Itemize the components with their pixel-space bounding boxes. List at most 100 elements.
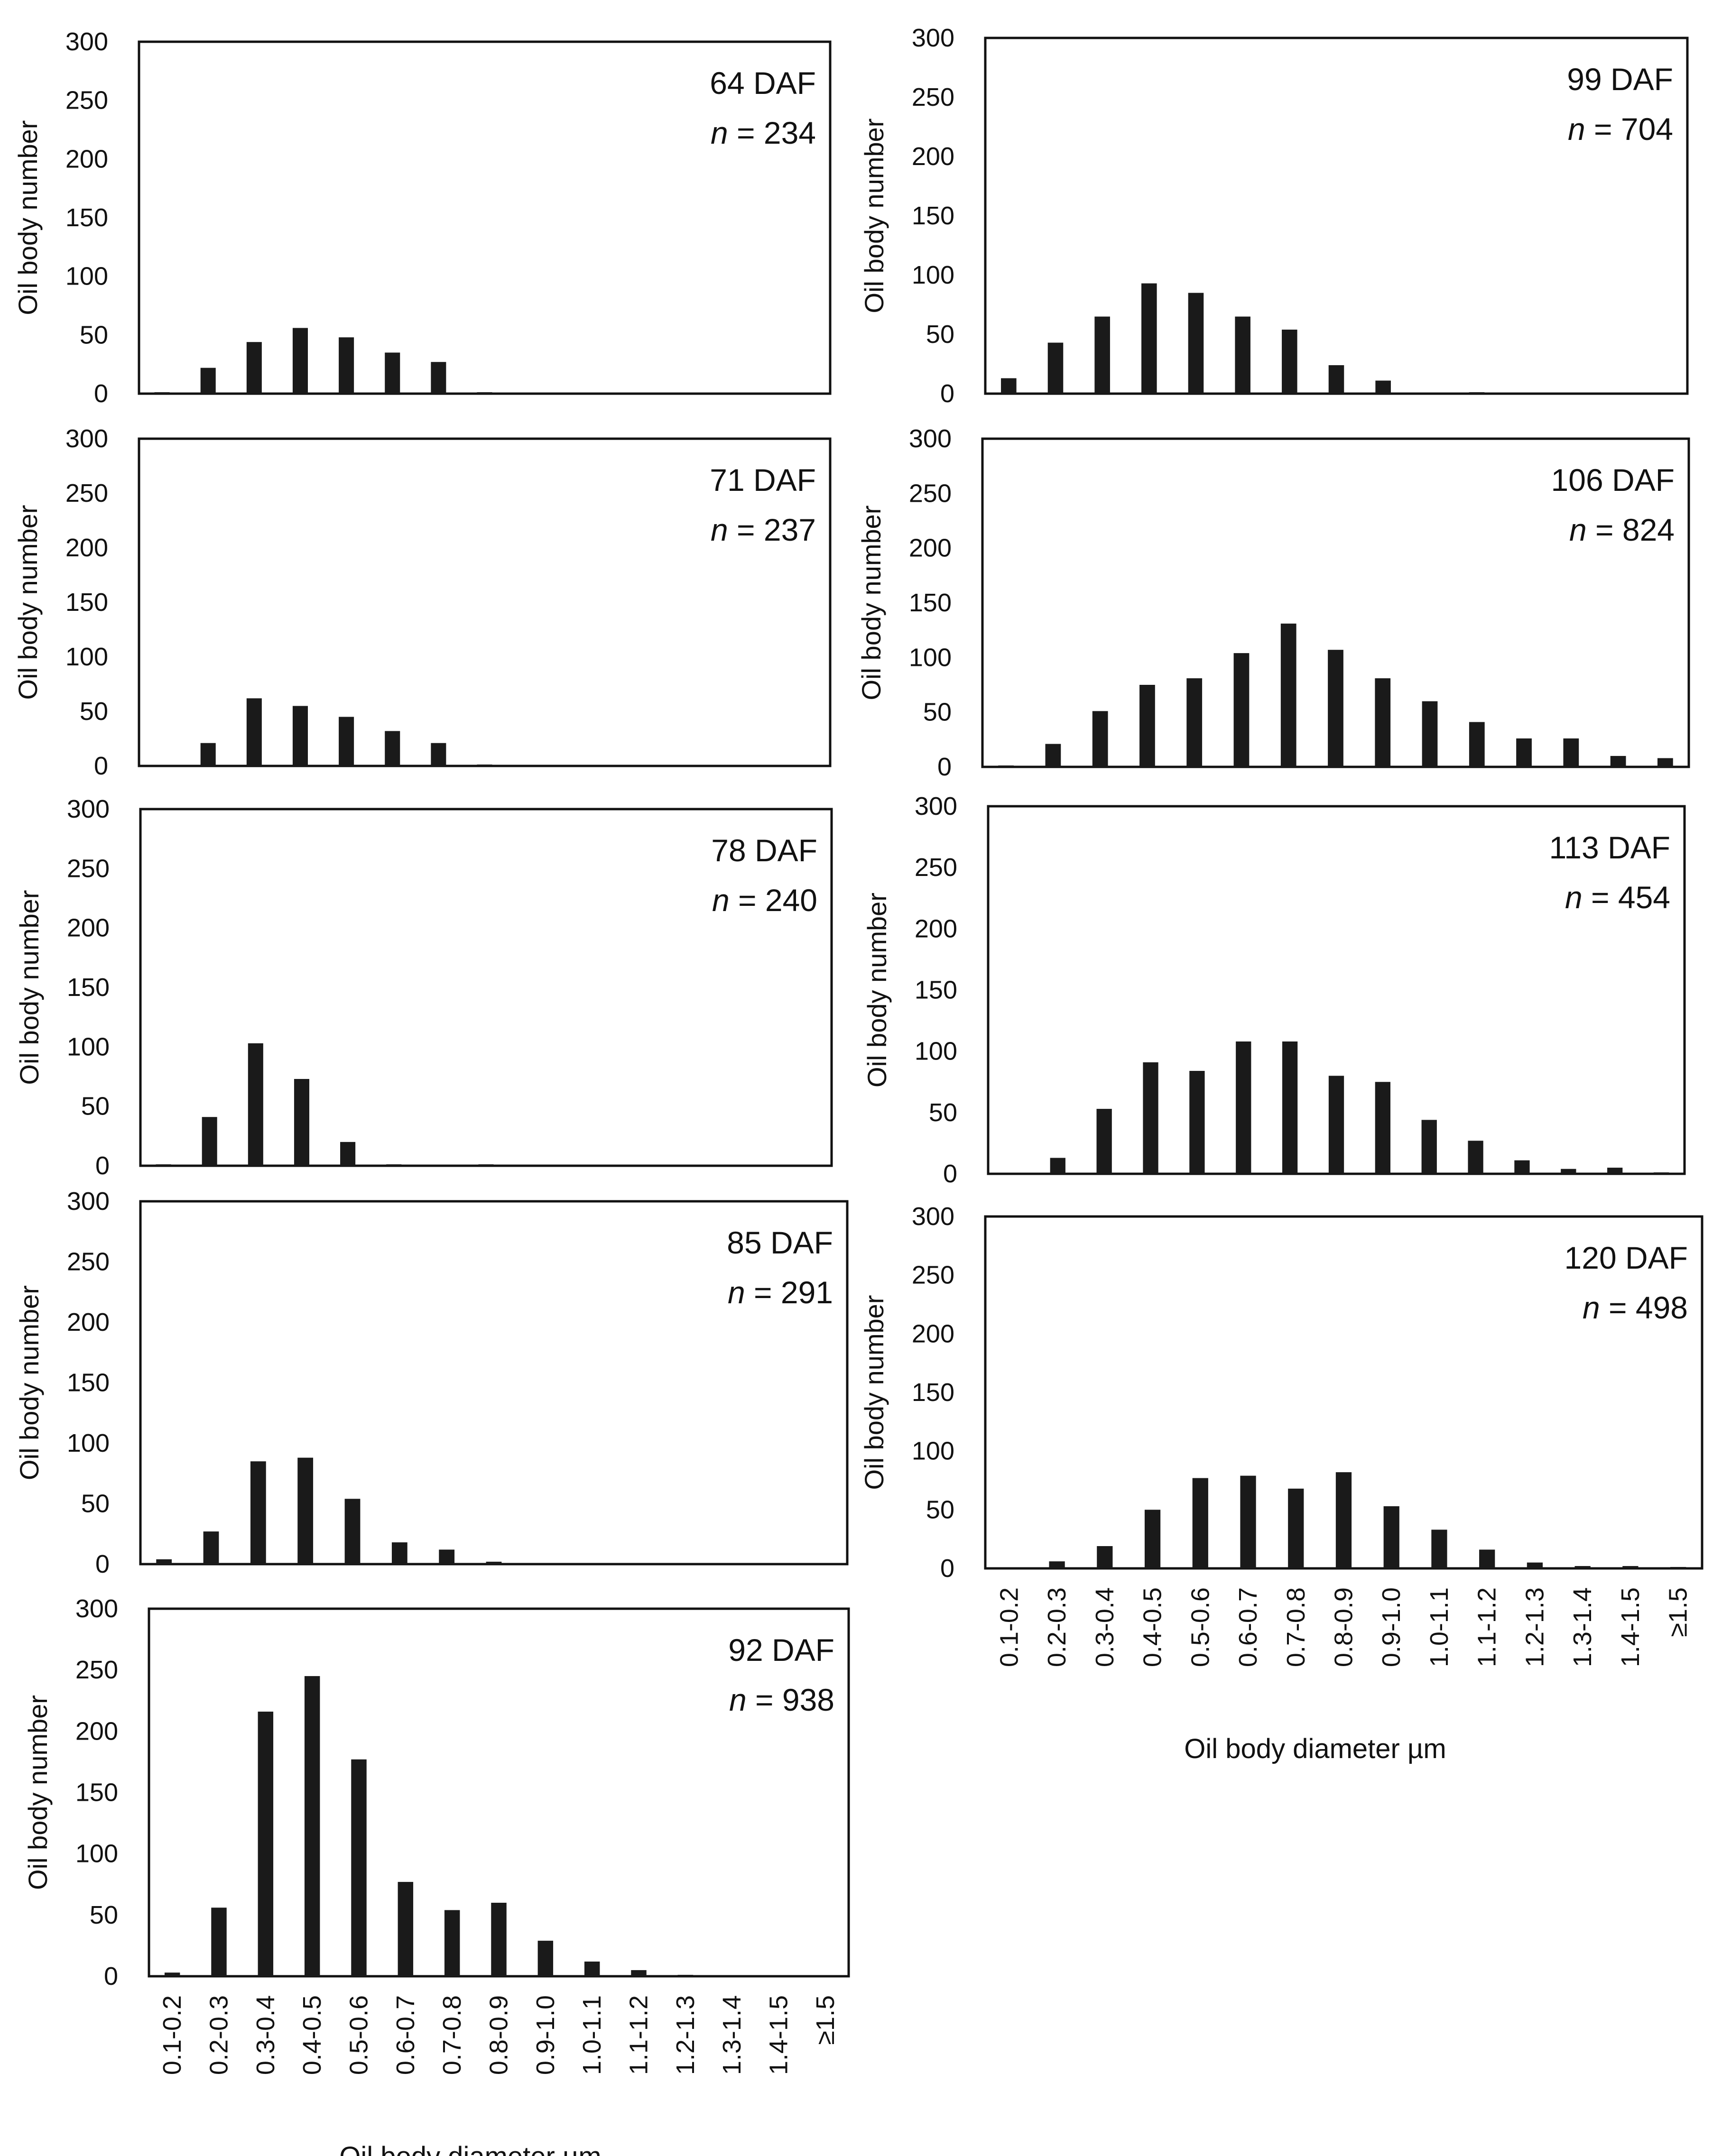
- sample-size-label: n = 237: [711, 512, 816, 547]
- y-axis-label: Oil body number: [13, 505, 43, 700]
- y-tick-label: 50: [926, 320, 954, 349]
- bar-1.1-1.2: [631, 1970, 647, 1976]
- y-tick-label: 150: [909, 589, 952, 617]
- y-axis-label: Oil body number: [859, 119, 889, 313]
- x-tick-label: 0.3-0.4: [251, 1995, 280, 2075]
- sample-size-value: = 454: [1583, 880, 1670, 915]
- y-tick-label: 200: [67, 914, 110, 942]
- x-tick-label: 0.2-0.3: [1043, 1587, 1071, 1667]
- bar-1.1-1.2: [1469, 392, 1485, 394]
- bar-1.4-1.5: [1622, 1566, 1639, 1568]
- bar-0.2-0.3: [1047, 342, 1064, 394]
- x-tick-label: 1.1-1.2: [625, 1995, 653, 2075]
- bar-1.2-1.3: [1516, 738, 1532, 767]
- bar-0.3-0.4: [258, 1712, 274, 1976]
- bar-0.7-0.8: [1288, 1488, 1304, 1568]
- bar-1.2-1.3: [677, 1975, 694, 1976]
- sample-size-value: = 498: [1600, 1290, 1688, 1325]
- panel-title: 71 DAF: [710, 462, 816, 498]
- y-tick-label: 300: [65, 28, 108, 56]
- bar-0.8-0.9: [1328, 365, 1344, 394]
- bar-0.2-0.3: [211, 1907, 227, 1976]
- bar-0.5-0.6: [344, 1499, 361, 1564]
- bar-0.3-0.4: [1092, 711, 1108, 767]
- y-tick-label: 150: [915, 976, 957, 1004]
- y-tick-label: 100: [67, 1032, 110, 1061]
- sample-size-symbol: n: [728, 1275, 745, 1310]
- bar-0.4-0.5: [304, 1676, 320, 1976]
- x-tick-label: 0.2-0.3: [205, 1995, 233, 2075]
- x-tick-label: 1.2-1.3: [671, 1995, 700, 2075]
- bar-0.4-0.5: [294, 1079, 309, 1166]
- y-tick-label: 150: [67, 973, 110, 1002]
- y-tick-label: 300: [912, 1202, 954, 1231]
- y-tick-label: 200: [912, 142, 954, 171]
- y-tick-label: 250: [909, 479, 952, 507]
- y-tick-label: 100: [912, 1437, 954, 1465]
- y-tick-label: 150: [75, 1778, 118, 1807]
- x-tick-label: 0.4-0.5: [1139, 1587, 1167, 1667]
- y-axis-label: Oil body number: [859, 1295, 889, 1490]
- x-tick-label: 0.7-0.8: [438, 1995, 466, 2075]
- bar-0.2-0.3: [202, 1117, 217, 1166]
- sample-size-symbol: n: [711, 512, 728, 547]
- y-tick-label: 250: [65, 479, 108, 507]
- bar-0.5-0.6: [1188, 293, 1204, 394]
- bar-0.7-0.8: [1282, 330, 1297, 394]
- bar-0.7-0.8: [1280, 623, 1296, 767]
- sample-size-value: = 704: [1585, 111, 1673, 147]
- y-axis-label: Oil body number: [14, 890, 44, 1085]
- panel-title: 92 DAF: [728, 1632, 834, 1668]
- y-tick-label: 50: [90, 1901, 118, 1929]
- bar-0.5-0.6: [339, 717, 354, 766]
- bar-0.3-0.4: [1094, 316, 1110, 394]
- y-tick-label: 100: [65, 643, 108, 671]
- y-tick-label: 300: [912, 24, 954, 52]
- bar-0.8-0.9: [1335, 1472, 1352, 1568]
- bar-0.1-0.2: [156, 1164, 171, 1166]
- y-tick-label: 100: [75, 1840, 118, 1868]
- y-tick-label: 250: [67, 854, 110, 883]
- x-tick-label: 0.8-0.9: [1330, 1587, 1358, 1667]
- bar-0.2-0.3: [200, 368, 216, 394]
- y-tick-label: 100: [67, 1429, 110, 1457]
- x-tick-label: 0.9-1.0: [1377, 1587, 1406, 1667]
- x-tick-label: 0.1-0.2: [158, 1995, 186, 2075]
- bar-0.8-0.9: [486, 1561, 502, 1564]
- y-tick-label: 0: [940, 379, 954, 408]
- x-tick-label: 1.0-1.1: [1425, 1587, 1454, 1667]
- bar-0.7-0.8: [439, 1549, 455, 1564]
- bar-0.2-0.3: [1049, 1561, 1065, 1568]
- x-tick-label: 0.6-0.7: [1234, 1587, 1262, 1667]
- bar-0.8-0.9: [491, 1903, 507, 1976]
- bar-0.8-0.9: [1328, 650, 1343, 767]
- x-tick-label: 0.5-0.6: [1186, 1587, 1214, 1667]
- y-tick-label: 300: [67, 1187, 110, 1216]
- x-axis-label: Oil body diameter µm: [1184, 1733, 1446, 1764]
- bar-0.8-0.9: [477, 392, 492, 394]
- bar-0.3-0.4: [250, 1461, 266, 1564]
- bar-1.3-1.4: [1574, 1566, 1591, 1568]
- bar-0.7-0.8: [431, 362, 446, 394]
- x-tick-label: 0.9-1.0: [531, 1995, 560, 2075]
- bar-0.4-0.5: [292, 328, 308, 394]
- bar-0.6-0.7: [398, 1882, 414, 1976]
- y-tick-label: 0: [940, 1554, 954, 1583]
- y-tick-label: 200: [65, 534, 108, 562]
- bar-0.6-0.7: [385, 731, 400, 766]
- bar-0.4-0.5: [297, 1457, 314, 1564]
- bar-0.9-1.0: [1375, 1082, 1391, 1174]
- bar-1.1-1.2: [1468, 1141, 1483, 1174]
- bar-0.5-0.6: [351, 1759, 367, 1976]
- y-tick-label: 250: [912, 1261, 954, 1290]
- bar-0.6-0.7: [1235, 316, 1250, 394]
- bar-0.2-0.3: [200, 743, 216, 766]
- bar-0.9-1.0: [1375, 678, 1391, 767]
- panel-title: 78 DAF: [711, 833, 817, 868]
- bar-0.4-0.5: [292, 706, 308, 766]
- sample-size-value: = 824: [1587, 512, 1675, 547]
- y-tick-label: 100: [65, 262, 108, 291]
- sample-size-label: n = 704: [1568, 111, 1673, 147]
- y-tick-label: 200: [909, 534, 952, 562]
- x-tick-label: 1.4-1.5: [1616, 1587, 1645, 1667]
